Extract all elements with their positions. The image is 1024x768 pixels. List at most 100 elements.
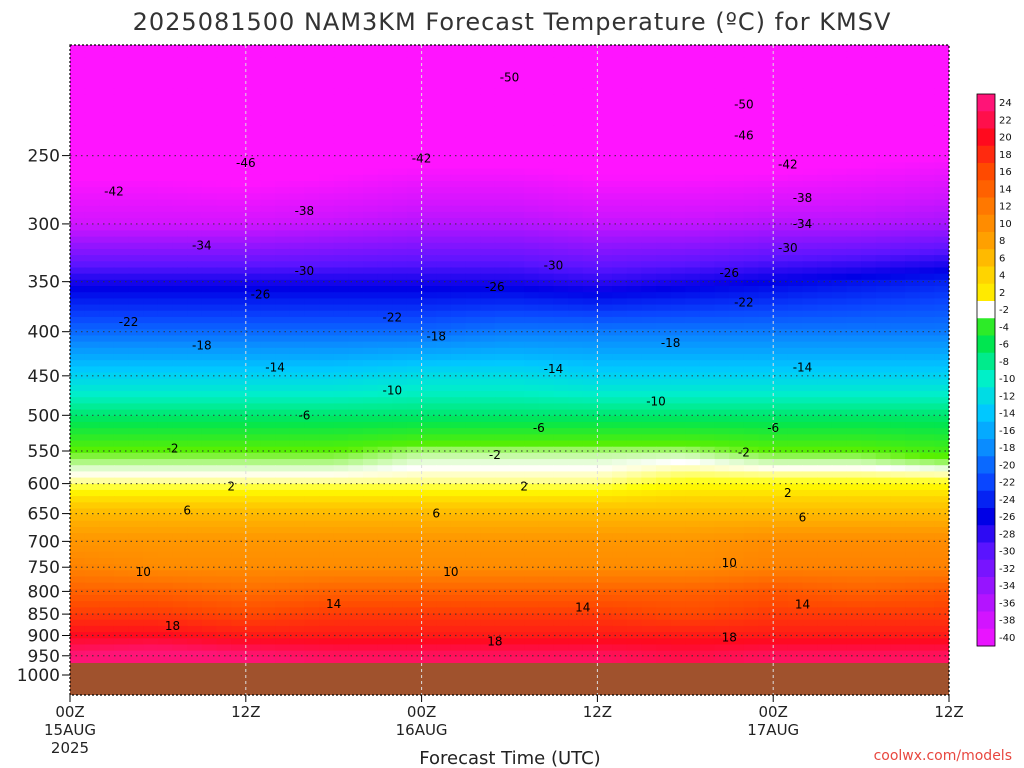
heatmap-cell <box>626 471 642 479</box>
heatmap-cell <box>641 539 657 547</box>
heatmap-cell <box>597 51 613 58</box>
heatmap-cell <box>480 316 496 324</box>
heatmap-cell <box>348 539 364 547</box>
heatmap-cell <box>802 459 818 466</box>
heatmap-cell <box>260 88 276 96</box>
heatmap-cell <box>538 125 555 133</box>
heatmap-cell <box>685 415 701 423</box>
heatmap-cell <box>157 261 174 269</box>
heatmap-cell <box>436 267 452 275</box>
heatmap-cell <box>846 279 862 287</box>
heatmap-cell <box>392 483 408 491</box>
heatmap-cell <box>670 489 686 497</box>
heatmap-cell <box>84 520 100 528</box>
heatmap-cell <box>172 100 188 108</box>
heatmap-cell <box>890 372 906 380</box>
heatmap-cell <box>392 279 408 287</box>
heatmap-cell <box>421 51 437 58</box>
heatmap-cell <box>934 378 949 386</box>
heatmap-cell <box>392 378 408 386</box>
heatmap-cell <box>685 286 701 293</box>
heatmap-cell <box>128 143 144 151</box>
heatmap-cell <box>626 508 642 516</box>
heatmap-cell <box>172 193 188 201</box>
heatmap-cell <box>494 391 511 398</box>
heatmap-cell <box>377 354 393 361</box>
heatmap-cell <box>538 440 555 448</box>
heatmap-cell <box>348 230 364 238</box>
heatmap-cell <box>787 378 804 386</box>
heatmap-cell <box>201 323 218 330</box>
heatmap-cell <box>787 261 804 269</box>
heatmap-cell <box>875 168 891 176</box>
heatmap-cell <box>157 415 174 423</box>
heatmap-cell <box>450 514 467 522</box>
heatmap-cell <box>231 508 247 516</box>
heatmap-cell <box>905 310 921 318</box>
heatmap-cell <box>363 391 379 398</box>
heatmap-cell <box>743 298 760 306</box>
heatmap-cell <box>597 292 613 299</box>
heatmap-cell <box>113 465 130 473</box>
heatmap-cell <box>245 471 262 479</box>
heatmap-cell <box>84 248 100 256</box>
heatmap-cell <box>890 496 906 503</box>
heatmap-cell <box>773 477 789 485</box>
heatmap-cell <box>143 298 159 306</box>
heatmap-cell <box>157 248 174 256</box>
heatmap-cell <box>187 539 203 547</box>
heatmap-cell <box>231 224 247 231</box>
heatmap-cell <box>172 150 188 157</box>
heatmap-cell <box>714 440 730 448</box>
heatmap-cell <box>597 489 613 497</box>
heatmap-cell <box>333 57 349 65</box>
heatmap-cell <box>289 273 305 281</box>
heatmap-cell <box>890 286 906 293</box>
heatmap-cell <box>582 63 598 71</box>
heatmap-cell <box>612 279 628 287</box>
heatmap-cell <box>787 477 804 485</box>
heatmap-cell <box>714 391 730 398</box>
heatmap-cell <box>333 162 349 170</box>
heatmap-cell <box>128 335 144 343</box>
heatmap-cell <box>568 335 584 343</box>
heatmap-cell <box>597 168 613 176</box>
heatmap-cell <box>831 459 848 466</box>
heatmap-cell <box>538 477 555 485</box>
heatmap-cell <box>201 360 218 367</box>
heatmap-cell <box>670 286 686 293</box>
heatmap-cell <box>216 409 232 417</box>
heatmap-cell <box>245 131 262 139</box>
heatmap-cell <box>787 446 804 454</box>
heatmap-cell <box>99 520 115 528</box>
heatmap-cell <box>890 471 906 479</box>
heatmap-cell <box>363 360 379 367</box>
heatmap-cell <box>743 527 760 534</box>
heatmap-cell <box>934 88 949 96</box>
heatmap-cell <box>187 205 203 213</box>
heatmap-cell <box>831 477 848 485</box>
heatmap-cell <box>890 508 906 516</box>
heatmap-cell <box>84 255 100 262</box>
heatmap-cell <box>450 545 467 553</box>
heatmap-cell <box>817 477 833 485</box>
heatmap-cell <box>905 489 921 497</box>
heatmap-cell <box>743 434 760 442</box>
heatmap-cell <box>128 520 144 528</box>
heatmap-cell <box>304 329 320 337</box>
heatmap-cell <box>348 551 364 559</box>
heatmap-cell <box>245 69 262 77</box>
heatmap-cell <box>524 180 540 188</box>
heatmap-cell <box>494 378 511 386</box>
heatmap-cell <box>582 261 598 269</box>
heatmap-cell <box>84 403 100 411</box>
heatmap-cell <box>553 304 569 312</box>
heatmap-cell <box>524 304 540 312</box>
heatmap-cell <box>538 459 555 466</box>
heatmap-cell <box>406 341 423 349</box>
heatmap-cell <box>846 316 862 324</box>
heatmap-cell <box>319 347 335 355</box>
heatmap-cell <box>84 168 100 176</box>
heatmap-cell <box>743 489 760 497</box>
heatmap-cell <box>699 131 716 139</box>
